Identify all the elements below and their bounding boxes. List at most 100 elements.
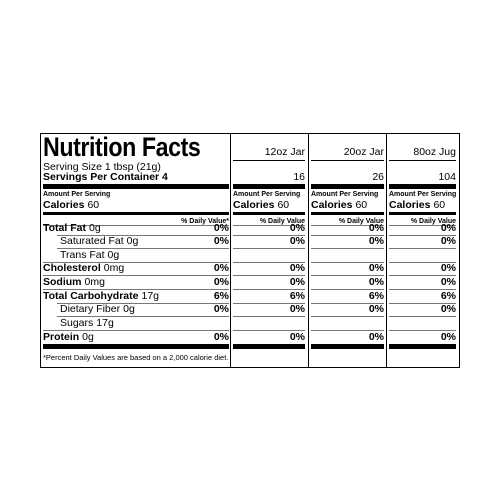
footnote: *Percent Daily Values are based on a 2,0… <box>43 353 229 362</box>
rule <box>311 262 384 263</box>
column-name: 12oz Jar <box>264 146 305 158</box>
nutrient-row: Total Fat 0g <box>43 222 101 234</box>
rule <box>43 262 229 263</box>
nutrient-name: Total Fat <box>43 222 86 234</box>
medium-bar <box>233 212 305 215</box>
amount-per-serving: Amount Per Serving <box>311 191 379 198</box>
rule <box>233 160 305 161</box>
column-servings: 16 <box>293 171 305 183</box>
column-divider <box>230 134 231 367</box>
thick-bar <box>311 184 384 189</box>
column-dv: 0% <box>289 222 305 234</box>
column-dv: 0% <box>440 262 456 274</box>
column-dv: 0% <box>368 303 384 315</box>
column-divider <box>386 134 387 367</box>
nutrient-name: Sugars <box>60 317 94 329</box>
nutrient-dv: 0% <box>213 262 229 274</box>
nutrient-name: Total Carbohydrate <box>43 290 139 302</box>
rule <box>233 248 305 249</box>
calories-label: Calories <box>311 199 353 211</box>
nutrient-amount: 0g <box>126 235 139 247</box>
calories-value: 60 <box>87 199 100 211</box>
nutrient-dv: 0% <box>213 303 229 315</box>
rule <box>389 303 456 304</box>
thick-bar <box>389 344 456 349</box>
column-dv: 6% <box>440 290 456 302</box>
column-divider <box>308 134 309 367</box>
column-dv: 0% <box>368 262 384 274</box>
rule <box>233 235 305 236</box>
rule <box>311 160 384 161</box>
column-dv: 0% <box>368 222 384 234</box>
calories-label: Calories <box>389 199 431 211</box>
medium-bar <box>311 212 384 215</box>
thick-bar <box>233 184 305 189</box>
serving-size: Serving Size 1 tbsp (21g) <box>43 161 161 173</box>
amount-per-serving: Amount Per Serving <box>389 191 457 198</box>
rule <box>389 235 456 236</box>
rule <box>311 275 384 276</box>
rule <box>389 289 456 290</box>
thick-bar <box>233 344 305 349</box>
calories-label: Calories <box>43 199 85 211</box>
rule <box>311 289 384 290</box>
column-dv: 0% <box>440 331 456 343</box>
column-dv: 0% <box>368 331 384 343</box>
rule <box>389 225 456 226</box>
rule <box>43 289 229 290</box>
calories-value: 60 <box>433 199 446 211</box>
nutrient-name: Sodium <box>43 276 82 288</box>
rule <box>233 330 305 331</box>
column-dv: 0% <box>440 276 456 288</box>
column-dv: 0% <box>289 303 305 315</box>
column-dv: 0% <box>368 235 384 247</box>
nutrition-label: Nutrition Facts Serving Size 1 tbsp (21g… <box>40 132 460 368</box>
calories-value: 60 <box>277 199 290 211</box>
calories: Calories 60 <box>389 199 445 211</box>
rule <box>311 225 384 226</box>
nutrient-amount: 17g <box>141 290 160 302</box>
daily-value-header: % Daily Value <box>410 218 456 225</box>
rule <box>389 275 456 276</box>
rule <box>43 225 229 226</box>
rule <box>43 275 229 276</box>
amount-per-serving: Amount Per Serving <box>43 191 111 198</box>
rule <box>43 330 229 331</box>
nutrient-name: Dietary Fiber <box>60 303 121 315</box>
rule <box>311 330 384 331</box>
daily-value-header: % Daily Value <box>338 218 384 225</box>
nutrient-row: Trans Fat 0g <box>57 249 119 261</box>
thick-bar <box>311 344 384 349</box>
rule <box>233 303 305 304</box>
rule <box>233 316 305 317</box>
column-dv: 6% <box>289 290 305 302</box>
column-servings: 26 <box>372 171 384 183</box>
rule <box>57 248 229 249</box>
nutrient-row: Protein 0g <box>43 331 94 343</box>
calories: Calories 60 <box>311 199 367 211</box>
column-dv: 0% <box>289 331 305 343</box>
nutrient-name: Cholesterol <box>43 262 101 274</box>
calories: Calories 60 <box>43 199 99 211</box>
rule <box>57 303 229 304</box>
rule <box>389 262 456 263</box>
nutrient-dv: 0% <box>213 235 229 247</box>
thick-bar <box>43 184 229 189</box>
thick-bar <box>43 344 229 349</box>
rule <box>233 262 305 263</box>
column-dv: 0% <box>289 262 305 274</box>
rule <box>233 275 305 276</box>
nutrient-row: Saturated Fat 0g <box>57 235 138 247</box>
nutrient-amount: 17g <box>96 317 114 329</box>
servings-per-container: Servings Per Container 4 <box>43 171 168 183</box>
medium-bar <box>389 212 456 215</box>
column-dv: 0% <box>368 276 384 288</box>
nutrient-amount: 0g <box>88 222 101 234</box>
column-dv: 6% <box>368 290 384 302</box>
column-dv: 0% <box>440 222 456 234</box>
nutrient-dv: 0% <box>213 222 229 234</box>
column-dv: 0% <box>440 303 456 315</box>
daily-value-header: % Daily Value* <box>181 218 229 225</box>
nutrient-dv: 6% <box>213 290 229 302</box>
